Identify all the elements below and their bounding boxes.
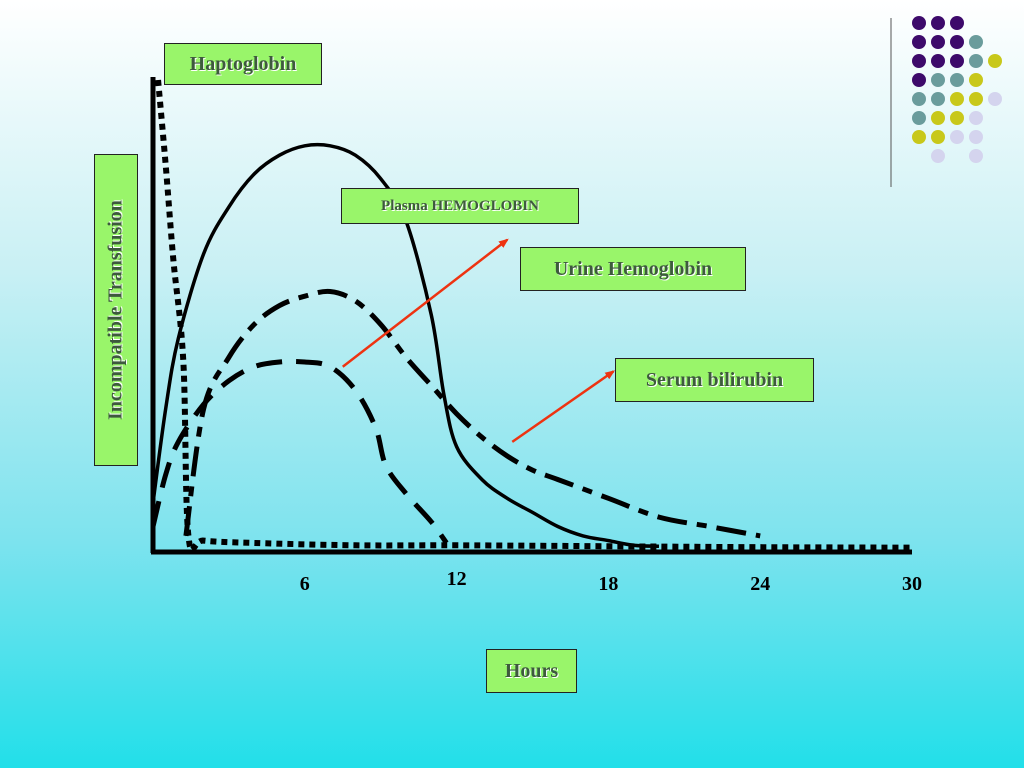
decorative-dot	[912, 130, 926, 144]
decorative-dot	[912, 92, 926, 106]
x-tick-label: 24	[750, 573, 771, 595]
annotation-arrow-urine-hemoglobin	[341, 238, 509, 368]
decorative-dot	[931, 130, 945, 144]
decorative-dot	[912, 35, 926, 49]
decorative-dot	[931, 111, 945, 125]
decorative-dot-grid	[890, 16, 1002, 187]
decorative-dot	[969, 35, 983, 49]
decorative-dot	[969, 54, 983, 68]
urine-hemoglobin-label: Urine Hemoglobin	[520, 247, 746, 291]
y-axis-label: Incompatible Transfusion	[104, 200, 127, 420]
decorative-dot	[931, 16, 945, 30]
decorative-dot	[912, 73, 926, 87]
decorative-dot	[912, 16, 926, 30]
decorative-dot	[950, 35, 964, 49]
decorative-dot	[969, 111, 983, 125]
decorative-dot	[912, 54, 926, 68]
decorative-dot	[931, 92, 945, 106]
decorative-dot	[969, 149, 983, 163]
decorative-dot	[950, 54, 964, 68]
plasma-hemoglobin-label: Plasma HEMOGLOBIN	[341, 188, 579, 224]
x-tick-label: 18	[598, 573, 619, 595]
haptoglobin-label: Haptoglobin	[164, 43, 322, 85]
decorative-dot	[950, 130, 964, 144]
decorative-dot	[988, 92, 1002, 106]
decorative-dot	[931, 35, 945, 49]
x-tick-label: 12	[446, 568, 467, 590]
x-tick-label: 6	[299, 573, 310, 595]
series-line-serum-bilirubin	[183, 288, 761, 539]
serum-bilirubin-label: Serum bilirubin	[615, 358, 814, 402]
y-axis-label-box: Incompatible Transfusion	[94, 154, 138, 466]
decorative-dot	[950, 73, 964, 87]
decorative-dot	[969, 73, 983, 87]
x-axis-label: Hours	[486, 649, 577, 693]
decorative-dot	[931, 54, 945, 68]
x-tick-label: 30	[902, 573, 922, 595]
decorative-dot	[988, 54, 1002, 68]
annotation-arrow-serum-bilirubin	[511, 370, 616, 443]
series-line-haptoglobin	[155, 79, 913, 554]
decorative-dot	[950, 16, 964, 30]
decorative-dot	[912, 111, 926, 125]
decorative-dot	[950, 111, 964, 125]
decorative-dot	[950, 92, 964, 106]
decorative-dot	[969, 130, 983, 144]
decorative-dot	[931, 73, 945, 87]
decorative-dot	[931, 149, 945, 163]
decorative-dot	[969, 92, 983, 106]
series-line-urine-hemoglobin	[150, 358, 449, 545]
